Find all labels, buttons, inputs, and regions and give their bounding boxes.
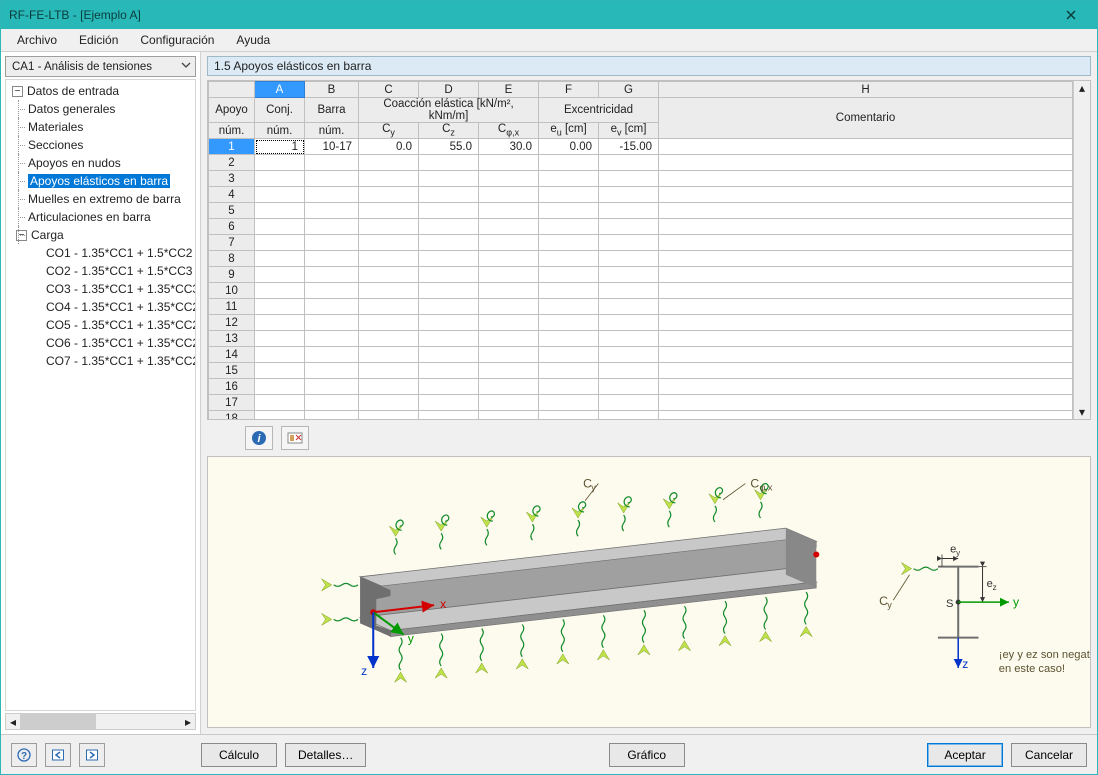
svg-text:C: C bbox=[750, 477, 759, 491]
nav-tree[interactable]: −Datos de entrada Datos generales Materi… bbox=[5, 79, 196, 711]
tree-item[interactable]: Materiales bbox=[6, 118, 195, 136]
svg-text:S: S bbox=[946, 598, 953, 610]
table-row[interactable]: 13 bbox=[209, 331, 1073, 347]
table-row[interactable]: 7 bbox=[209, 235, 1073, 251]
bottom-bar: ? Cálculo Detalles… Gráfico Aceptar Canc… bbox=[1, 734, 1097, 774]
col-A[interactable]: A bbox=[255, 82, 305, 98]
svg-text:?: ? bbox=[21, 751, 27, 762]
scroll-right-icon[interactable]: ▸ bbox=[181, 714, 195, 729]
scroll-thumb[interactable] bbox=[20, 714, 96, 729]
svg-text:y: y bbox=[887, 600, 892, 610]
scroll-up-icon[interactable]: ▴ bbox=[1074, 81, 1090, 95]
tree-load-item[interactable]: CO1 - 1.35*CC1 + 1.5*CC2 + bbox=[6, 244, 195, 262]
calc-button[interactable]: Cálculo bbox=[201, 743, 277, 767]
tree-carga-node[interactable]: −Carga bbox=[6, 226, 195, 244]
close-button[interactable] bbox=[1053, 4, 1089, 26]
prev-button[interactable] bbox=[45, 743, 71, 767]
table-row[interactable]: 16 bbox=[209, 379, 1073, 395]
grid-toolbar: i bbox=[201, 422, 1097, 456]
right-panel: 1.5 Apoyos elásticos en barra A bbox=[201, 52, 1097, 734]
graphic-button[interactable]: Gráfico bbox=[609, 743, 685, 767]
help-button[interactable]: ? bbox=[11, 743, 37, 767]
data-grid[interactable]: A B C D E F G H Apoyo Conj bbox=[208, 81, 1073, 419]
table-row[interactable]: 4 bbox=[209, 187, 1073, 203]
svg-text:¡ey y ez son negativos: ¡ey y ez son negativos bbox=[999, 649, 1090, 661]
svg-text:y: y bbox=[1013, 595, 1020, 609]
tree-hscroll[interactable]: ◂ ▸ bbox=[5, 713, 196, 730]
col-H[interactable]: H bbox=[659, 82, 1073, 98]
svg-text:y: y bbox=[408, 632, 415, 646]
svg-text:en este caso!: en este caso! bbox=[999, 663, 1065, 675]
table-row[interactable]: 9 bbox=[209, 267, 1073, 283]
window-title: RF-FE-LTB - [Ejemplo A] bbox=[9, 8, 141, 22]
table-row[interactable]: 3 bbox=[209, 171, 1073, 187]
tree-item[interactable]: Apoyos en nudos bbox=[6, 154, 195, 172]
table-row[interactable]: 1110-170.055.030.00.00-15.00 bbox=[209, 139, 1073, 155]
col-F[interactable]: F bbox=[539, 82, 599, 98]
col-D[interactable]: D bbox=[419, 82, 479, 98]
panel-title: 1.5 Apoyos elásticos en barra bbox=[207, 56, 1091, 76]
scroll-down-icon[interactable]: ▾ bbox=[1074, 405, 1090, 419]
tree-item[interactable]: Muelles en extremo de barra bbox=[6, 190, 195, 208]
svg-text:x: x bbox=[440, 597, 446, 611]
tree-root-node[interactable]: −Datos de entrada bbox=[6, 82, 195, 100]
col-C[interactable]: C bbox=[359, 82, 419, 98]
chevron-down-icon bbox=[181, 60, 191, 73]
scroll-left-icon[interactable]: ◂ bbox=[6, 714, 20, 729]
svg-text:z: z bbox=[361, 664, 367, 678]
details-button[interactable]: Detalles… bbox=[285, 743, 366, 767]
left-panel: CA1 - Análisis de tensiones −Datos de en… bbox=[1, 52, 201, 734]
tree-item-selected[interactable]: Apoyos elásticos en barra bbox=[6, 172, 195, 190]
case-combo[interactable]: CA1 - Análisis de tensiones bbox=[5, 56, 196, 77]
menu-config[interactable]: Configuración bbox=[130, 31, 224, 49]
menu-ayuda[interactable]: Ayuda bbox=[226, 31, 280, 49]
tree-load-item[interactable]: CO4 - 1.35*CC1 + 1.35*CC2 + bbox=[6, 298, 195, 316]
next-button[interactable] bbox=[79, 743, 105, 767]
app-window: RF-FE-LTB - [Ejemplo A] Archivo Edición … bbox=[0, 0, 1098, 775]
menubar: Archivo Edición Configuración Ayuda bbox=[1, 29, 1097, 52]
table-row[interactable]: 17 bbox=[209, 395, 1073, 411]
col-B[interactable]: B bbox=[305, 82, 359, 98]
svg-text:z: z bbox=[993, 583, 997, 592]
tree-load-item[interactable]: CO3 - 1.35*CC1 + 1.35*CC3 + bbox=[6, 280, 195, 298]
menu-archivo[interactable]: Archivo bbox=[7, 31, 67, 49]
table-row[interactable]: 14 bbox=[209, 347, 1073, 363]
grid-vscroll[interactable]: ▴ ▾ bbox=[1073, 81, 1090, 419]
table-row[interactable]: 6 bbox=[209, 219, 1073, 235]
col-E[interactable]: E bbox=[479, 82, 539, 98]
main-body: CA1 - Análisis de tensiones −Datos de en… bbox=[1, 52, 1097, 734]
grid-container: A B C D E F G H Apoyo Conj bbox=[207, 80, 1091, 420]
table-row[interactable]: 18 bbox=[209, 411, 1073, 420]
collapse-icon[interactable]: − bbox=[16, 230, 27, 241]
svg-text:φ,x: φ,x bbox=[760, 483, 773, 493]
menu-edicion[interactable]: Edición bbox=[69, 31, 128, 49]
titlebar: RF-FE-LTB - [Ejemplo A] bbox=[1, 1, 1097, 29]
table-row[interactable]: 8 bbox=[209, 251, 1073, 267]
pick-button[interactable] bbox=[281, 426, 309, 450]
tree-load-item[interactable]: CO7 - 1.35*CC1 + 1.35*CC2 + bbox=[6, 352, 195, 370]
col-G[interactable]: G bbox=[599, 82, 659, 98]
table-row[interactable]: 2 bbox=[209, 155, 1073, 171]
info-button[interactable]: i bbox=[245, 426, 273, 450]
table-row[interactable]: 15 bbox=[209, 363, 1073, 379]
svg-text:z: z bbox=[962, 657, 968, 671]
tree-item[interactable]: Secciones bbox=[6, 136, 195, 154]
tree-item[interactable]: Datos generales bbox=[6, 100, 195, 118]
cancel-button[interactable]: Cancelar bbox=[1011, 743, 1087, 767]
collapse-icon[interactable]: − bbox=[12, 86, 23, 97]
tree-item[interactable]: Articulaciones en barra bbox=[6, 208, 195, 226]
diagram-panel: Cy Cφ,x bbox=[207, 456, 1091, 728]
accept-button[interactable]: Aceptar bbox=[927, 743, 1003, 767]
table-row[interactable]: 12 bbox=[209, 315, 1073, 331]
table-row[interactable]: 11 bbox=[209, 299, 1073, 315]
table-row[interactable]: 10 bbox=[209, 283, 1073, 299]
tree-load-item[interactable]: CO5 - 1.35*CC1 + 1.35*CC2 + bbox=[6, 316, 195, 334]
case-combo-label: CA1 - Análisis de tensiones bbox=[12, 61, 152, 73]
table-row[interactable]: 5 bbox=[209, 203, 1073, 219]
tree-load-item[interactable]: CO2 - 1.35*CC1 + 1.5*CC3 + bbox=[6, 262, 195, 280]
svg-text:y: y bbox=[956, 549, 961, 558]
tree-load-item[interactable]: CO6 - 1.35*CC1 + 1.35*CC2 + bbox=[6, 334, 195, 352]
